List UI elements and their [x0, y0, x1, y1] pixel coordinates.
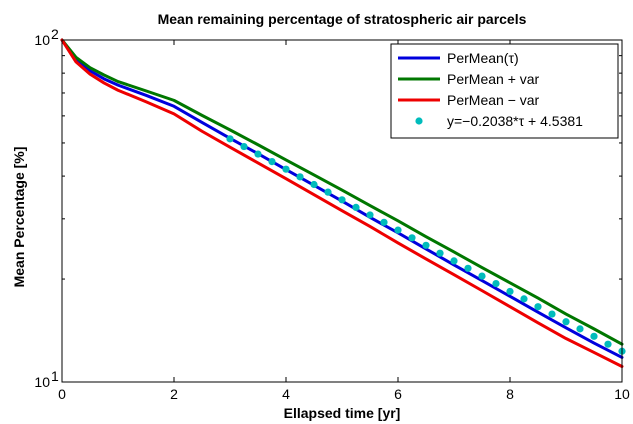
series-3-marker: [562, 318, 570, 326]
series-3-marker: [604, 340, 612, 348]
x-tick-label: 6: [394, 386, 402, 402]
x-tick-label: 4: [282, 386, 290, 402]
series-3-marker: [422, 241, 430, 249]
chart-title: Mean remaining percentage of stratospher…: [158, 11, 527, 27]
series-3-marker: [492, 279, 500, 288]
series-3-marker: [450, 257, 458, 265]
series-2-line: [60, 38, 624, 368]
plot-frame: [61, 39, 623, 383]
series-3-marker: [576, 325, 584, 333]
x-tick-label: 8: [506, 386, 514, 402]
y-tick-label: 10: [34, 32, 50, 48]
series-3-marker: [310, 180, 318, 189]
series-3-marker: [240, 142, 248, 151]
series-3-marker: [254, 150, 262, 158]
x-axis-label: Ellapsed time [yr]: [284, 405, 401, 421]
series-3-marker: [408, 234, 416, 242]
series-3-marker: [226, 135, 234, 143]
series-3-marker: [506, 287, 514, 296]
series-3-marker: [324, 188, 332, 196]
series-3-marker: [436, 249, 444, 257]
y-axis-label: Mean Percentage [%]: [11, 147, 27, 288]
series-3-marker: [296, 173, 304, 181]
series-3-marker: [548, 310, 556, 318]
y-tick-label: 10: [34, 374, 50, 390]
legend-label: PerMean − var: [447, 92, 540, 108]
x-tick-label: 0: [58, 386, 66, 402]
y-tick-exponent: 1: [51, 368, 59, 384]
series-3-marker: [394, 226, 402, 234]
series-1-line: [60, 38, 624, 346]
series-3-marker: [590, 332, 598, 340]
series-3-marker: [380, 218, 388, 226]
x-tick-label: 10: [614, 386, 630, 402]
y-tick-exponent: 2: [51, 26, 59, 42]
series-layer: [60, 38, 626, 368]
series-3-marker: [520, 295, 528, 303]
x-tick-label: 2: [170, 386, 178, 402]
series-3-marker: [478, 272, 486, 280]
legend-label: PerMean(τ): [447, 50, 519, 66]
legend-label: y=−0.2038*τ + 4.5381: [447, 113, 583, 129]
legend: PerMean(τ) PerMean + var PerMean − var y=−0…: [390, 43, 619, 139]
series-3-marker: [534, 303, 542, 311]
legend-marker: [415, 117, 423, 125]
series-3-marker: [366, 211, 374, 219]
series-3-marker: [282, 165, 290, 173]
series-3-marker: [352, 203, 360, 211]
legend-label: PerMean + var: [447, 71, 540, 87]
series-3-marker: [464, 264, 472, 272]
series-3-marker: [338, 196, 346, 204]
series-3-marker: [268, 158, 276, 166]
legend-box: [390, 43, 619, 139]
